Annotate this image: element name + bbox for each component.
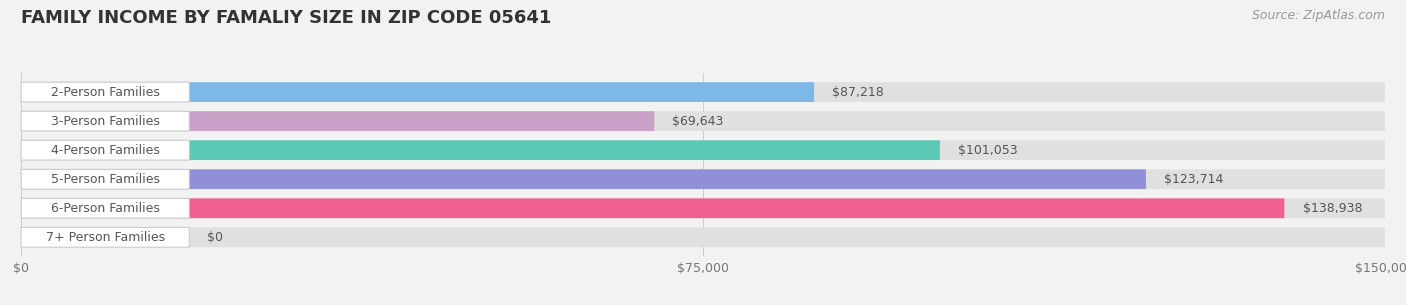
Text: $101,053: $101,053 [957, 144, 1018, 157]
FancyBboxPatch shape [21, 111, 190, 131]
FancyBboxPatch shape [21, 228, 190, 247]
FancyBboxPatch shape [21, 82, 814, 102]
Text: 3-Person Families: 3-Person Families [51, 115, 160, 127]
FancyBboxPatch shape [21, 140, 190, 160]
Text: $87,218: $87,218 [832, 86, 884, 99]
FancyBboxPatch shape [21, 198, 190, 218]
FancyBboxPatch shape [21, 82, 190, 102]
FancyBboxPatch shape [21, 140, 1385, 160]
FancyBboxPatch shape [21, 82, 1385, 102]
Text: 2-Person Families: 2-Person Families [51, 86, 160, 99]
Text: 5-Person Families: 5-Person Families [51, 173, 160, 186]
FancyBboxPatch shape [21, 198, 1385, 218]
FancyBboxPatch shape [21, 169, 1146, 189]
Text: 7+ Person Families: 7+ Person Families [45, 231, 165, 244]
FancyBboxPatch shape [21, 111, 1385, 131]
Text: FAMILY INCOME BY FAMALIY SIZE IN ZIP CODE 05641: FAMILY INCOME BY FAMALIY SIZE IN ZIP COD… [21, 9, 551, 27]
Text: $69,643: $69,643 [672, 115, 724, 127]
Text: $138,938: $138,938 [1302, 202, 1362, 215]
Text: Source: ZipAtlas.com: Source: ZipAtlas.com [1251, 9, 1385, 22]
Text: $123,714: $123,714 [1164, 173, 1223, 186]
FancyBboxPatch shape [21, 228, 1385, 247]
FancyBboxPatch shape [21, 140, 939, 160]
FancyBboxPatch shape [21, 198, 1284, 218]
Text: $0: $0 [208, 231, 224, 244]
FancyBboxPatch shape [21, 111, 654, 131]
Text: 4-Person Families: 4-Person Families [51, 144, 160, 157]
FancyBboxPatch shape [21, 169, 190, 189]
Text: 6-Person Families: 6-Person Families [51, 202, 160, 215]
FancyBboxPatch shape [21, 169, 1385, 189]
